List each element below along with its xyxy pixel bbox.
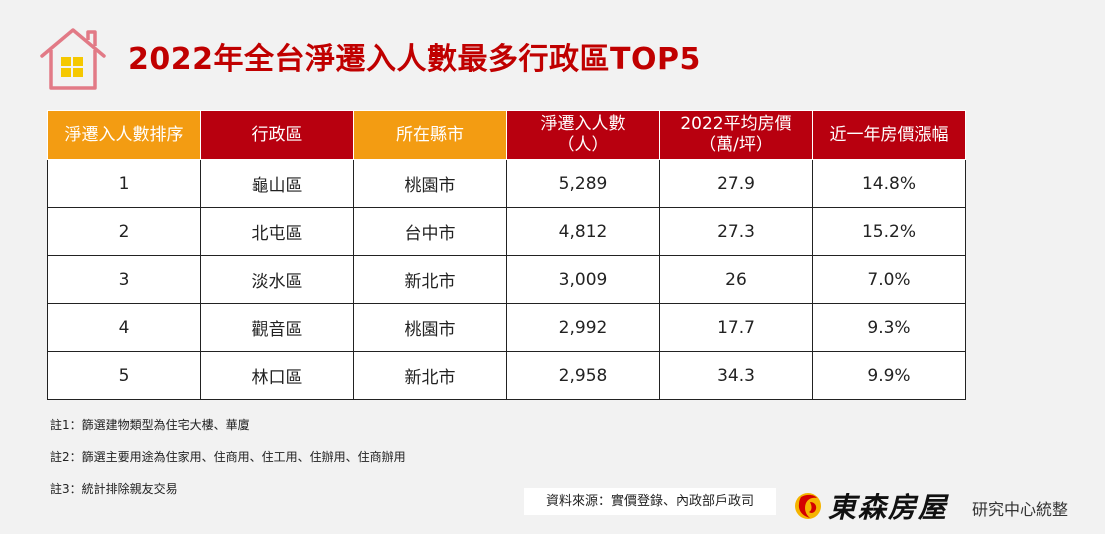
- page-title: 2022年全台淨遷入人數最多行政區TOP5: [128, 42, 701, 77]
- header-price-change: 近一年房價漲幅: [812, 110, 966, 160]
- table-row: 3 淡水區 新北市 3,009 26 7.0%: [47, 255, 966, 304]
- table-row: 5 林口區 新北市 2,958 34.3 9.9%: [47, 351, 966, 400]
- data-source: 資料來源：實價登錄、內政部戶政司: [524, 488, 776, 515]
- brand-name: 東森房屋: [828, 491, 949, 524]
- note-1: 註1：篩選建物類型為住宅大樓、華廈: [50, 418, 250, 432]
- cell-net-migration: 5,289: [506, 159, 660, 208]
- cell-rank: 1: [47, 159, 201, 208]
- ettoday-logo-icon: [792, 488, 824, 522]
- cell-avg-price: 17.7: [659, 303, 813, 352]
- cell-district: 北屯區: [200, 207, 354, 256]
- header-district: 行政區: [200, 110, 354, 160]
- cell-price-change: 9.3%: [812, 303, 966, 352]
- cell-avg-price: 34.3: [659, 351, 813, 400]
- cell-net-migration: 2,958: [506, 351, 660, 400]
- header-net-migration: 淨遷入人數 （人）: [506, 110, 660, 160]
- cell-rank: 3: [47, 255, 201, 304]
- table-row: 1 龜山區 桃園市 5,289 27.9 14.8%: [47, 159, 966, 208]
- cell-district: 淡水區: [200, 255, 354, 304]
- cell-city: 桃園市: [353, 303, 507, 352]
- table-header-row: 淨遷入人數排序 行政區 所在縣市 淨遷入人數 （人） 2022平均房價 （萬/坪） …: [47, 110, 966, 160]
- cell-rank: 5: [47, 351, 201, 400]
- cell-net-migration: 4,812: [506, 207, 660, 256]
- cell-avg-price: 26: [659, 255, 813, 304]
- cell-price-change: 14.8%: [812, 159, 966, 208]
- department-label: 研究中心統整: [972, 500, 1069, 519]
- cell-price-change: 15.2%: [812, 207, 966, 256]
- cell-city: 新北市: [353, 351, 507, 400]
- cell-district: 龜山區: [200, 159, 354, 208]
- cell-avg-price: 27.3: [659, 207, 813, 256]
- note-3: 註3：統計排除親友交易: [50, 482, 178, 496]
- cell-price-change: 7.0%: [812, 255, 966, 304]
- table-row: 4 觀音區 桃園市 2,992 17.7 9.3%: [47, 303, 966, 352]
- cell-rank: 2: [47, 207, 201, 256]
- cell-district: 觀音區: [200, 303, 354, 352]
- house-icon: [40, 28, 106, 90]
- header-city: 所在縣市: [353, 110, 507, 160]
- table-row: 2 北屯區 台中市 4,812 27.3 15.2%: [47, 207, 966, 256]
- cell-price-change: 9.9%: [812, 351, 966, 400]
- cell-rank: 4: [47, 303, 201, 352]
- cell-avg-price: 27.9: [659, 159, 813, 208]
- cell-city: 台中市: [353, 207, 507, 256]
- note-2: 註2：篩選主要用途為住家用、住商用、住工用、住辦用、住商辦用: [50, 450, 406, 464]
- cell-net-migration: 3,009: [506, 255, 660, 304]
- cell-net-migration: 2,992: [506, 303, 660, 352]
- cell-district: 林口區: [200, 351, 354, 400]
- cell-city: 新北市: [353, 255, 507, 304]
- ranking-table: 淨遷入人數排序 行政區 所在縣市 淨遷入人數 （人） 2022平均房價 （萬/坪） …: [47, 110, 966, 400]
- cell-city: 桃園市: [353, 159, 507, 208]
- header-rank: 淨遷入人數排序: [47, 110, 201, 160]
- header-avg-price: 2022平均房價 （萬/坪）: [659, 110, 813, 160]
